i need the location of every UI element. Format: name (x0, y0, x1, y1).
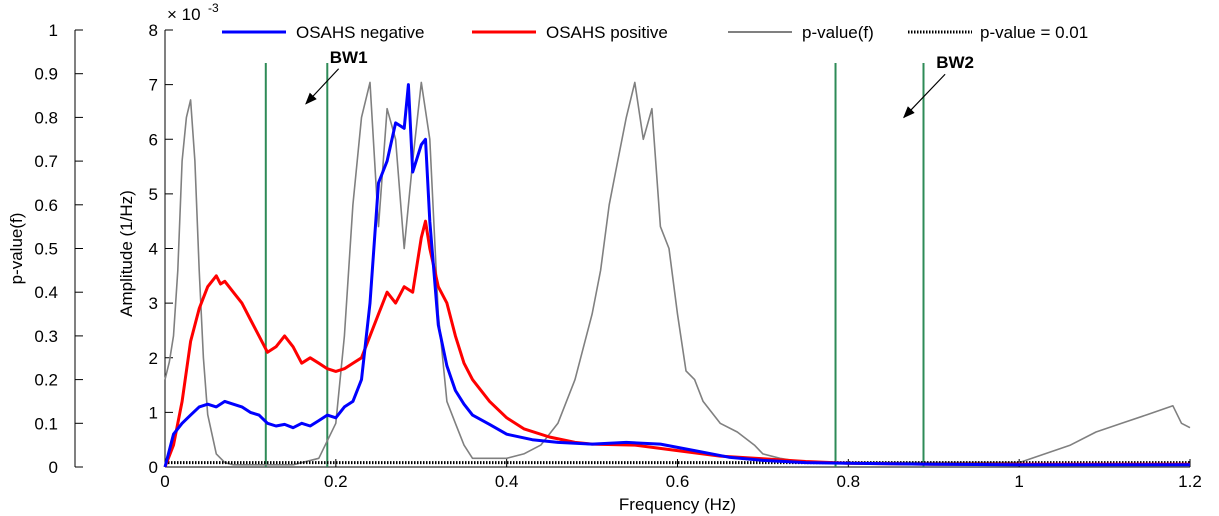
y-tick-label: 4 (149, 240, 158, 259)
x-axis-label: Frequency (Hz) (619, 495, 736, 514)
pvalue-axis-label: p-value(f) (7, 213, 26, 285)
series-line-1 (163, 219, 1190, 468)
pvalue-tick-label: 0.5 (34, 240, 58, 259)
pvalue-tick-label: 0.3 (34, 327, 58, 346)
pvalue-tick-label: 0.6 (34, 196, 58, 215)
x-tick-label: 1 (1014, 472, 1023, 491)
pvalue-tick-label: 0.2 (34, 371, 58, 390)
annotation-arrow-0 (305, 68, 340, 105)
annotation-arrow-1 (903, 73, 946, 119)
y-axis-label: Amplitude (1/Hz) (117, 190, 136, 317)
plot-area (163, 63, 1191, 468)
legend-label-1: OSAHS positive (546, 23, 668, 42)
x-tick-label: 0.8 (837, 472, 861, 491)
y-tick-label: 7 (149, 76, 158, 95)
y-tick-label: 8 (149, 21, 158, 40)
legend-label-0: OSAHS negative (296, 23, 425, 42)
y-tick-label: 2 (149, 349, 158, 368)
annotations: BW1 BW2 (305, 48, 974, 119)
pvalue-tick-label: 0.9 (34, 65, 58, 84)
pvalue-tick-label: 0 (49, 458, 58, 477)
annotation-label-0: BW1 (330, 48, 368, 67)
y-tick-label: 3 (149, 294, 158, 313)
y-tick-label: 5 (149, 185, 158, 204)
pvalue-tick-label: 0.8 (34, 108, 58, 127)
x-tick-label: 0 (160, 472, 169, 491)
x-tick-label: 1.2 (1178, 472, 1202, 491)
pvalue-tick-label: 0.4 (34, 283, 58, 302)
legend-label-2: p-value(f) (802, 23, 874, 42)
y-multiplier-label: × 10 (167, 5, 201, 24)
y-tick-label: 0 (149, 458, 158, 477)
pvalue-axis: 0 0.1 0.2 0.3 0.4 0.5 0.6 0.7 0.8 0.9 1 p-value(f) (7, 21, 83, 477)
series-line-0 (163, 83, 1190, 468)
pvalue-tick-label: 0.7 (34, 152, 58, 171)
legend: OSAHS negative OSAHS positive p-value(f) p-… (222, 23, 1088, 42)
y-tick-label: 6 (149, 130, 158, 149)
x-tick-label: 0.4 (495, 472, 519, 491)
x-tick-label: 0.6 (666, 472, 690, 491)
y-tick-label: 1 (149, 403, 158, 422)
amplitude-axes: 0 0.2 0.4 0.6 0.8 1 1.2 0 1 2 3 4 5 6 7 8 Frequency (Hz)… (117, 1, 1202, 514)
pvalue-tick-label: 0.1 (34, 414, 58, 433)
legend-label-3: p-value = 0.01 (980, 23, 1088, 42)
annotation-label-1: BW2 (936, 53, 974, 72)
series-line-2 (164, 81, 1191, 466)
x-tick-label: 0.2 (324, 472, 348, 491)
pvalue-tick-label: 1 (49, 21, 58, 40)
y-multiplier-exponent: -3 (208, 1, 219, 15)
